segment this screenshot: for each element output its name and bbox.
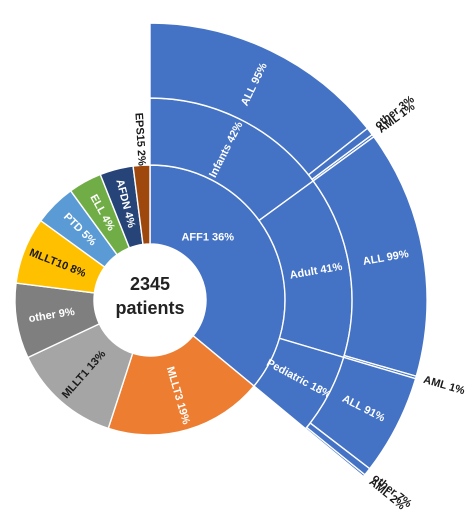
center-caption: patients [115,298,184,318]
center-count: 2345 [130,274,170,294]
outer-label-adult-aml: AML 1% [422,374,466,397]
inner-label-eps15: EPS15 2% [132,112,147,166]
inner-slice-mllt3 [107,334,256,436]
outer-slice-pediatric-aml [304,426,366,478]
inner-label-aff1: AFF1 36% [181,232,234,244]
inner-slice-eps15 [132,164,151,246]
